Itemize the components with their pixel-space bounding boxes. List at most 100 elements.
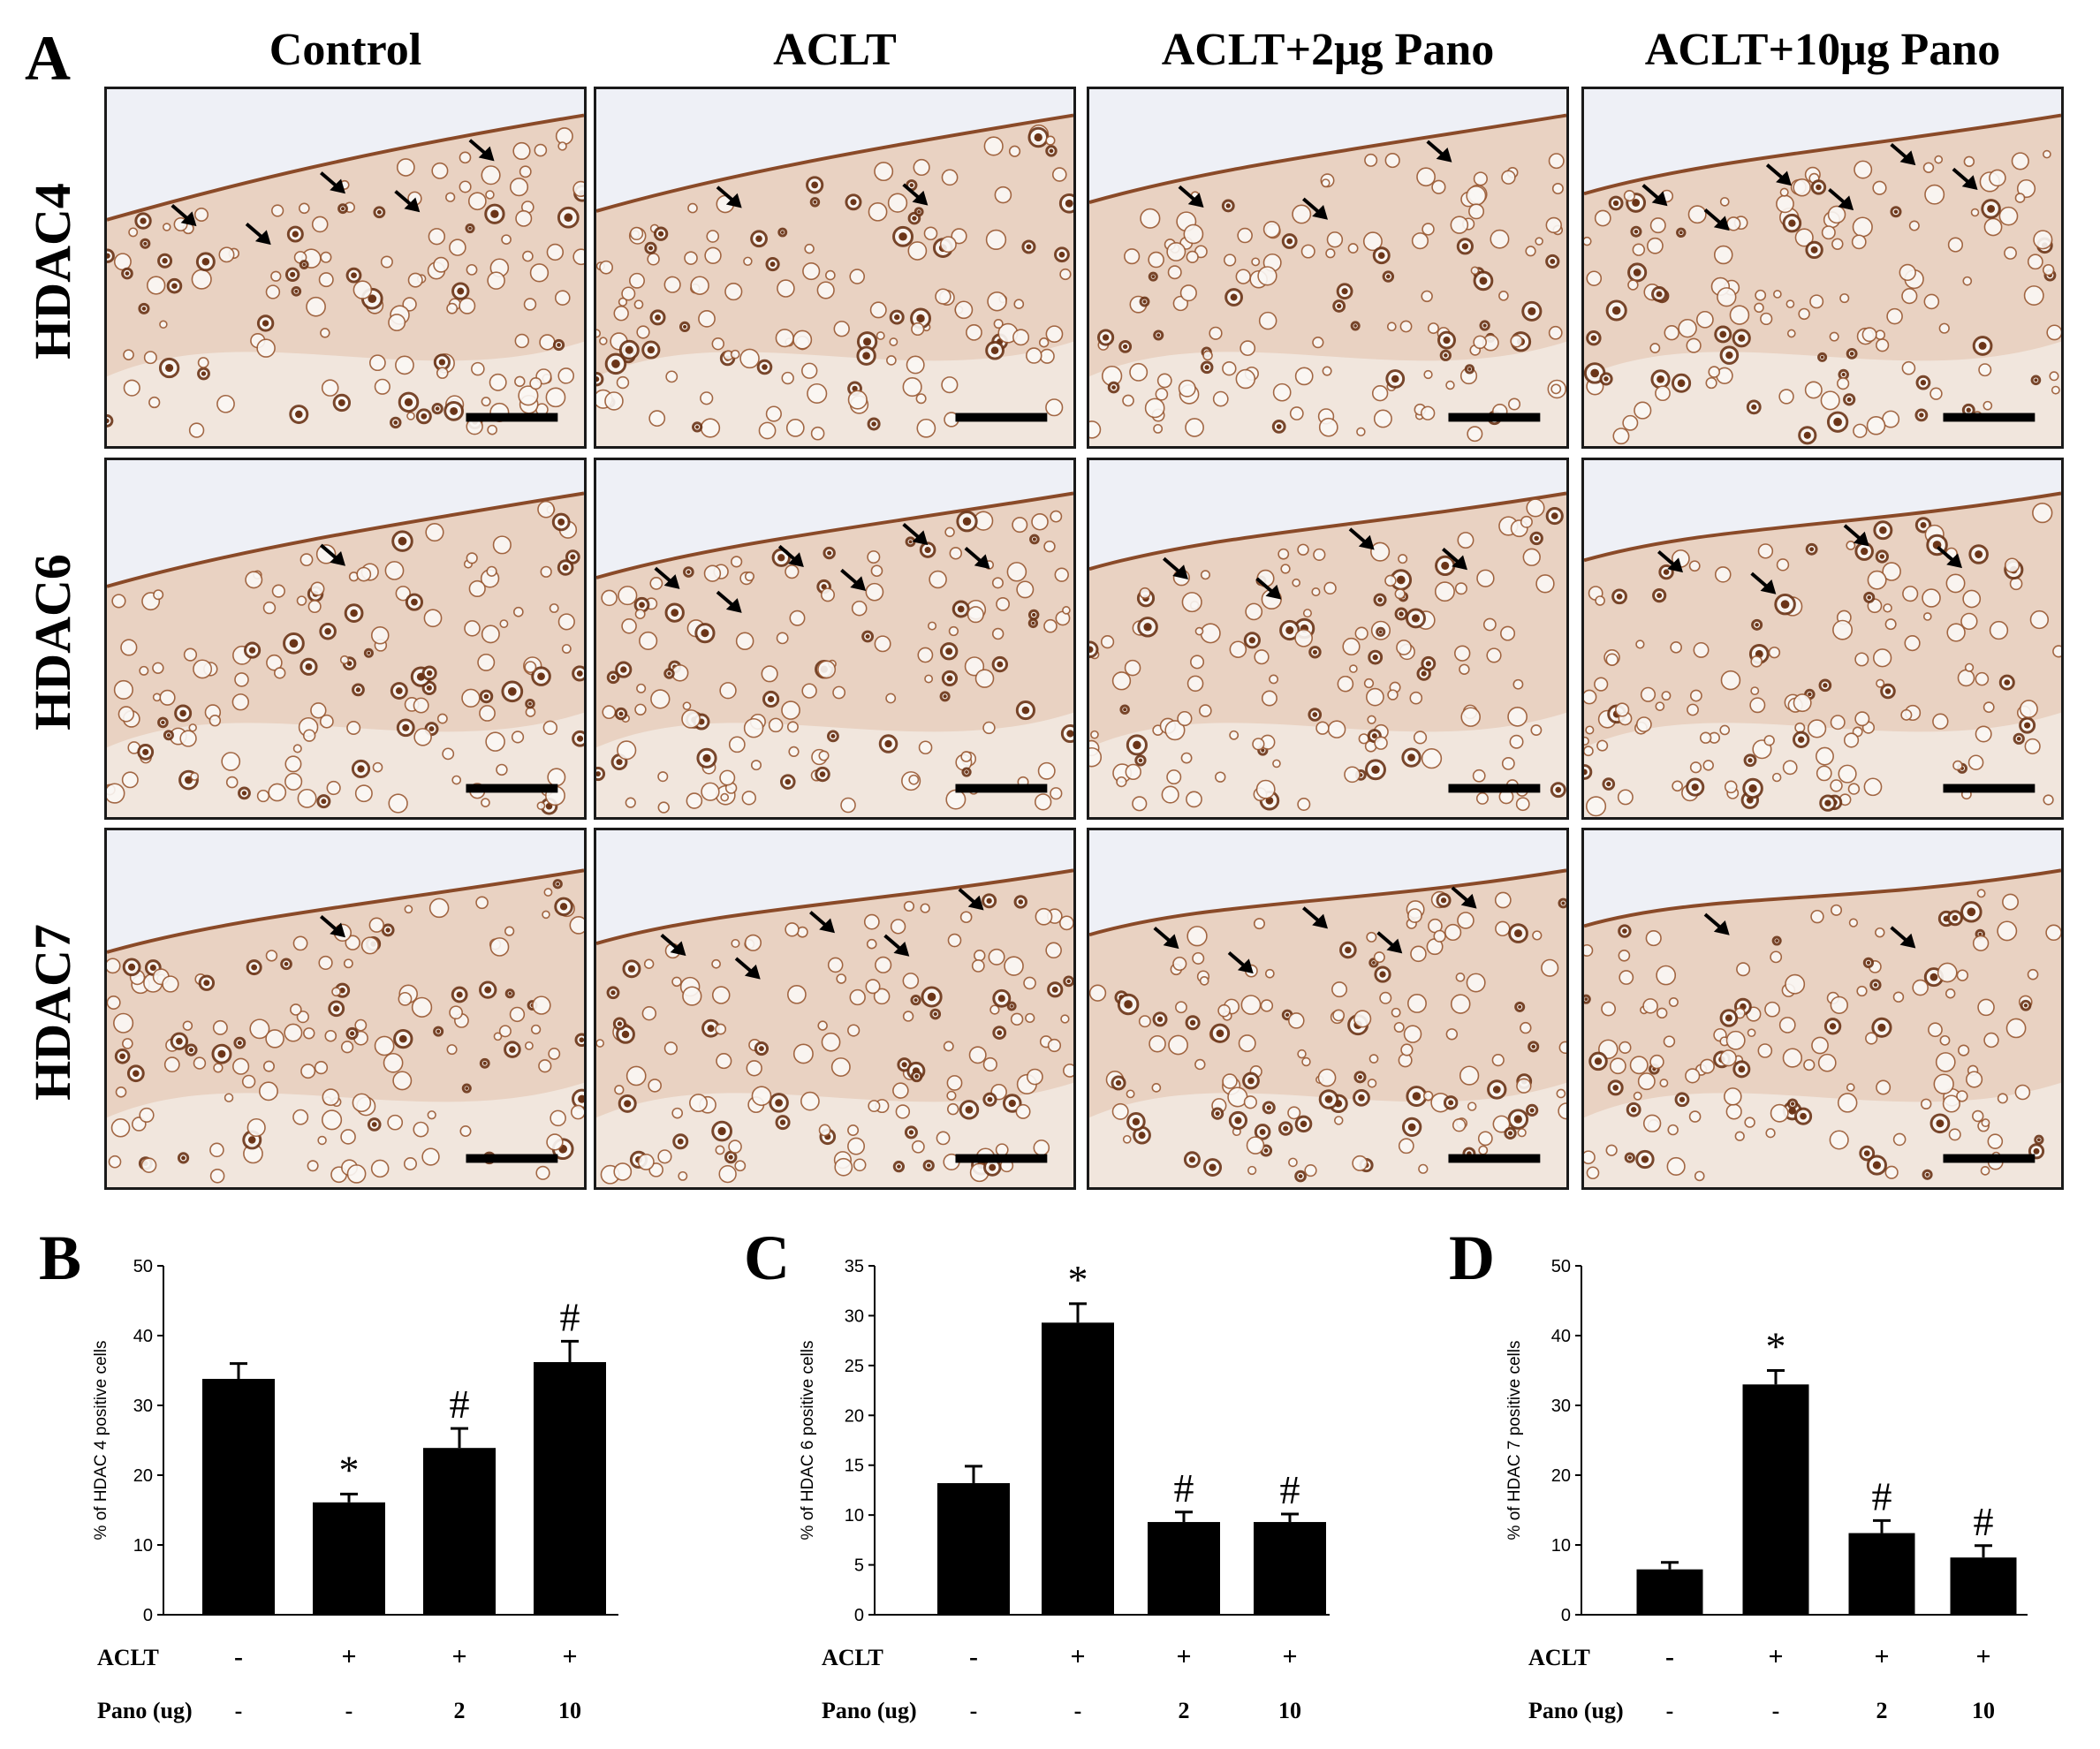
arrow-icon <box>1890 926 1916 949</box>
arrow-icon <box>716 186 742 208</box>
bar <box>423 1448 496 1615</box>
micrograph-image <box>107 830 584 1187</box>
y-tick-label: 0 <box>143 1606 153 1625</box>
aclt-value: + <box>451 1642 466 1671</box>
pano-value: - <box>235 1698 243 1723</box>
micrograph-hdac6-1 <box>104 458 587 820</box>
micrograph-hdac4-2 <box>594 87 1076 449</box>
micrograph-hdac4-4 <box>1581 87 2064 449</box>
bar-chart-c-svg: % of HDAC 6 positive cells 0 5 10 15 20 25 30 35… <box>799 1257 1330 1723</box>
row-label-hdac6: HDAC6 <box>24 554 81 731</box>
y-axis-label: % of HDAC 7 positive cells <box>1505 1341 1524 1541</box>
arrow-icon <box>1657 550 1684 573</box>
micrograph-image <box>107 89 584 446</box>
arrow-icon <box>1937 546 1962 569</box>
pano-value: - <box>345 1698 353 1723</box>
subchondral-region <box>1089 712 1566 817</box>
y-tick-label: 0 <box>1561 1606 1571 1625</box>
significance-mark: * <box>1766 1324 1786 1369</box>
y-tick-label: 20 <box>133 1466 153 1486</box>
arrow-icon <box>1302 197 1328 220</box>
aclt-value: + <box>1070 1642 1085 1671</box>
bar <box>534 1362 606 1615</box>
micrograph-hdac7-4 <box>1581 828 2064 1190</box>
aclt-value: + <box>341 1642 356 1671</box>
arrow-icon <box>1703 912 1730 935</box>
scale-bar <box>1943 784 2036 793</box>
micrograph-image <box>1089 89 1566 446</box>
arrow-icon <box>320 915 345 938</box>
arrow-icon <box>1376 931 1403 954</box>
pano-row-label: Pano (ug) <box>1528 1698 1624 1723</box>
subchondral-region <box>596 712 1073 817</box>
arrow-icon <box>654 566 680 589</box>
bar-chart-d-svg: % of HDAC 7 positive cells 0 10 20 30 40 50 - - *… <box>1505 1257 2028 1723</box>
arrow-icon <box>777 544 804 568</box>
scale-bar <box>1448 413 1541 422</box>
micrograph-image <box>1089 830 1566 1187</box>
arrow-icon <box>320 543 345 566</box>
aclt-row-label: ACLT <box>97 1645 159 1670</box>
pano-value: 2 <box>454 1698 466 1723</box>
aclt-value: + <box>1176 1642 1191 1671</box>
significance-mark: # <box>450 1382 470 1427</box>
panel-letter-c: C <box>744 1223 790 1293</box>
micrograph-image <box>1089 460 1566 817</box>
micrograph-image <box>1584 89 2061 446</box>
pano-row-label: Pano (ug) <box>822 1698 917 1723</box>
subchondral-region <box>1584 1082 2061 1187</box>
pano-row-label: Pano (ug) <box>97 1698 193 1723</box>
arrow-icon <box>1641 184 1668 207</box>
column-title-control: Control <box>269 25 422 75</box>
column-title-aclt-10ug: ACLT+10μg Pano <box>1644 25 2001 75</box>
y-axis-label: % of HDAC 6 positive cells <box>799 1341 817 1541</box>
arrow-icon <box>1843 524 1869 547</box>
scale-bar <box>1448 784 1541 793</box>
aclt-row-label: ACLT <box>822 1645 883 1670</box>
bar <box>1148 1522 1220 1615</box>
significance-mark: # <box>1280 1467 1300 1512</box>
bar <box>1254 1522 1326 1615</box>
arrow-icon <box>1153 926 1179 950</box>
bar-chart-d: % of HDAC 7 positive cells 0 10 20 30 40 50 - - *… <box>1493 1237 2094 1749</box>
pano-value: - <box>1666 1698 1674 1723</box>
arrow-icon <box>1348 527 1375 550</box>
pano-value: - <box>1074 1698 1082 1723</box>
y-tick-label: 25 <box>845 1357 864 1376</box>
significance-mark: * <box>339 1447 360 1492</box>
arrow-icon <box>1750 572 1777 594</box>
micrograph-hdac7-3 <box>1087 828 1569 1190</box>
significance-mark: # <box>560 1294 580 1339</box>
arrow-icon <box>1765 163 1792 186</box>
panel-letter-b: B <box>39 1223 82 1293</box>
arrow-icon <box>1255 577 1282 600</box>
pano-value: 10 <box>1278 1698 1301 1723</box>
micrograph-image <box>596 830 1073 1187</box>
bar <box>937 1483 1010 1615</box>
arrow-icon <box>1952 167 1978 191</box>
micrograph-hdac6-2 <box>594 458 1076 820</box>
micrograph-image <box>596 89 1073 446</box>
arrow-icon <box>660 933 686 957</box>
significance-mark: # <box>1974 1499 1994 1544</box>
y-axis-label: % of HDAC 4 positive cells <box>92 1341 110 1541</box>
panel-letter-d: D <box>1449 1223 1495 1293</box>
significance-mark: * <box>1068 1257 1088 1302</box>
arrow-icon <box>902 523 929 546</box>
micrograph-hdac4-1 <box>104 87 587 449</box>
aclt-value: + <box>1768 1642 1783 1671</box>
bar <box>1636 1569 1703 1615</box>
micrograph-image <box>1584 460 2061 817</box>
pano-value: 10 <box>558 1698 581 1723</box>
arrow-icon <box>1451 886 1477 909</box>
arrow-icon <box>1163 556 1189 579</box>
aclt-value: + <box>1975 1642 1990 1671</box>
y-tick-label: 15 <box>845 1457 864 1476</box>
bar <box>313 1502 385 1615</box>
y-tick-label: 20 <box>845 1406 864 1426</box>
pano-value: - <box>970 1698 978 1723</box>
y-tick-label: 10 <box>845 1506 864 1526</box>
arrow-icon <box>734 957 761 980</box>
arrow-icon <box>958 888 984 911</box>
y-tick-label: 10 <box>133 1536 153 1556</box>
